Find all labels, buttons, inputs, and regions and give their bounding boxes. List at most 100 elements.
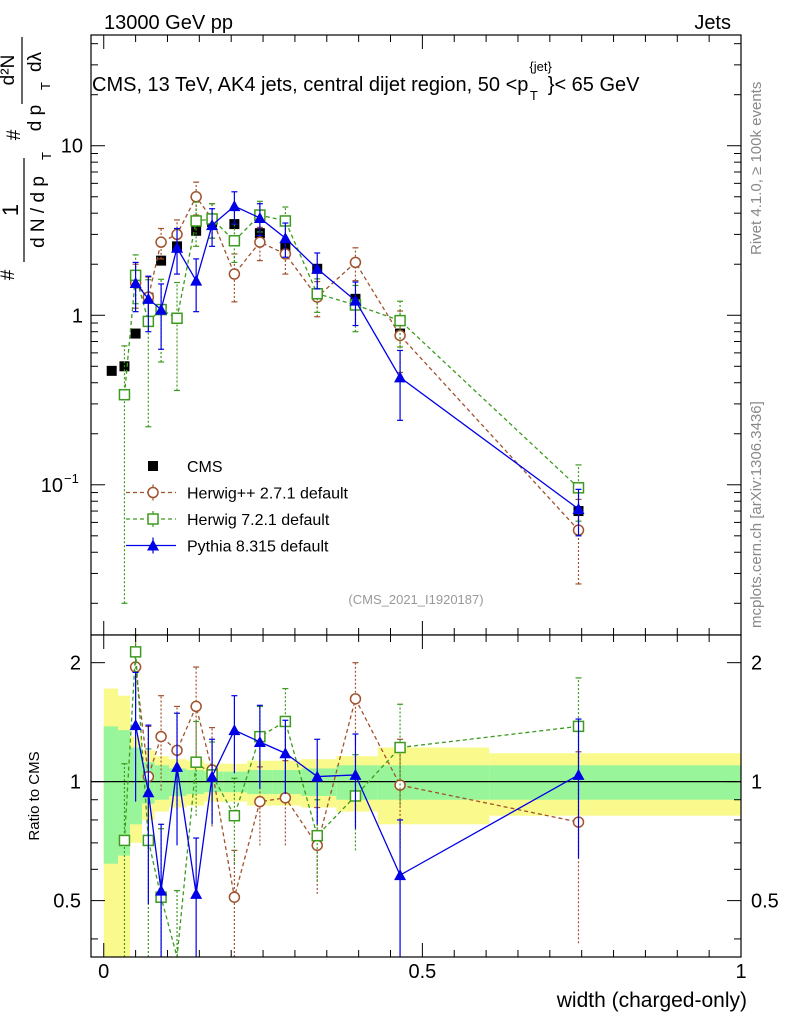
ratio-point (129, 646, 142, 658)
series-pythia-ratio (129, 671, 585, 957)
ratio-point (253, 735, 266, 747)
ratio-point (349, 693, 362, 705)
ylabel-dlambda: dλ (25, 51, 46, 72)
uncertainty-band-inner (489, 765, 741, 800)
data-point (156, 255, 167, 266)
legend-label-herwigpp: Herwig++ 2.7.1 default (187, 486, 349, 503)
data-point (191, 225, 202, 236)
legend: CMS Herwig++ 2.7.1 default Herwig 7.2.1 de… (126, 459, 349, 556)
ratio-point (394, 741, 406, 754)
lower-y-tick-label: 1 (70, 772, 81, 794)
ratio-point (279, 747, 292, 759)
ratio-point (190, 756, 202, 768)
data-point (228, 200, 241, 212)
lower-y-tick-label-right: 1 (751, 772, 762, 794)
uncertainty-band-inner (377, 765, 490, 800)
ratio-point (228, 724, 241, 736)
data-point (155, 303, 168, 315)
title-tail: }< 65 GeV (548, 74, 640, 96)
lower-ylabel: Ratio to CMS (26, 751, 43, 840)
ratio-point (228, 809, 241, 822)
header-left: 13000 GeV pp (104, 12, 233, 34)
header-right: Jets (694, 12, 731, 34)
x-tick-label: 1 (735, 961, 746, 983)
upper-plot-area (91, 35, 741, 635)
uncertainty-band-inner (103, 726, 119, 864)
ratio-point (206, 770, 219, 782)
series-pythia-upper (129, 191, 585, 537)
legend-label-pythia: Pythia 8.315 default (187, 539, 329, 556)
data-point (254, 236, 266, 248)
data-point (572, 502, 585, 514)
data-point (311, 287, 323, 300)
ylabel-d2N: d²N (0, 55, 19, 86)
upper-ylabel: # 1 d N / d p T # d²N d p T dλ (0, 37, 54, 280)
upper-y-tick-label: 10 (61, 136, 83, 158)
data-point (311, 262, 324, 274)
title-main: CMS, 13 TeV, AK4 jets, central dijet reg… (92, 59, 640, 103)
ylabel-T1: T (39, 152, 54, 160)
ylabel-dpT: d p (25, 105, 46, 131)
upper-y-tick-exponent: −1 (64, 471, 79, 486)
ratio-point (311, 770, 324, 782)
data-point (228, 268, 241, 280)
ratio-panel: 2 2 1 1 0.5 0.5 0 0.5 1 (53, 35, 779, 983)
ylabel-dN: d N / d p (28, 176, 49, 248)
plot-title: CMS, 13 TeV, AK4 jets, central dijet reg… (92, 59, 640, 103)
x-tick-label: 0.5 (408, 961, 436, 983)
data-point (142, 292, 155, 304)
analysis-tag: (CMS_2021_I1920187) (348, 592, 483, 607)
title-sup: {jet} (529, 59, 552, 74)
data-point (394, 371, 407, 383)
legend-marker-cms (148, 461, 158, 471)
ratio-line (123, 651, 579, 958)
ratio-point (155, 730, 167, 743)
side-text-rivet: Rivet 4.1.0, ≥ 100k events (748, 82, 765, 255)
ratio-point (228, 891, 241, 903)
data-point (394, 314, 406, 327)
ratio-point (394, 869, 407, 881)
x-tick-label: 0 (98, 961, 109, 983)
data-point (190, 274, 203, 286)
lower-frame (90, 634, 742, 958)
lower-y-tick-label: 0.5 (53, 891, 81, 913)
side-text-mcplots: mcplots.cern.ch [arXiv:1306.3436] (748, 401, 765, 628)
title-sub: T (530, 88, 538, 103)
data-point (190, 191, 202, 203)
legend-marker-herwig7 (147, 513, 159, 525)
legend-marker-herwigpp (147, 486, 159, 499)
ratio-point (190, 700, 202, 713)
data-point (171, 312, 183, 325)
x-axis-label: width (charged-only) (556, 989, 747, 1012)
series-herwig7-upper (118, 200, 585, 604)
ylabel-hash-1: # (0, 269, 19, 280)
data-point (228, 235, 241, 247)
ratio-point (349, 768, 362, 780)
data-point (130, 328, 141, 339)
data-point (349, 294, 362, 306)
upper-y-tick-label: 10 (41, 475, 63, 497)
ylabel-hash-2: # (4, 129, 25, 140)
legend-marker-pythia (147, 539, 159, 551)
title-text: CMS, 13 TeV, AK4 jets, central dijet reg… (92, 74, 528, 96)
ratio-point (311, 829, 323, 842)
data-point (279, 232, 292, 244)
data-point (171, 241, 184, 253)
uncertainty-band-inner (154, 765, 170, 800)
lower-y-tick-label-right: 0.5 (751, 891, 779, 913)
data-point (253, 211, 266, 223)
data-point (349, 256, 362, 269)
data-point (155, 236, 167, 248)
data-point (206, 219, 219, 231)
legend-label-cms: CMS (187, 459, 223, 476)
ratio-point (254, 795, 266, 808)
ratio-point (190, 887, 203, 899)
data-point (129, 276, 142, 288)
ratio-point (129, 719, 142, 731)
lower-y-tick-label: 2 (70, 653, 81, 675)
ylabel-T2: T (38, 82, 53, 90)
ratio-point (118, 834, 131, 847)
ratio-point (142, 786, 155, 798)
